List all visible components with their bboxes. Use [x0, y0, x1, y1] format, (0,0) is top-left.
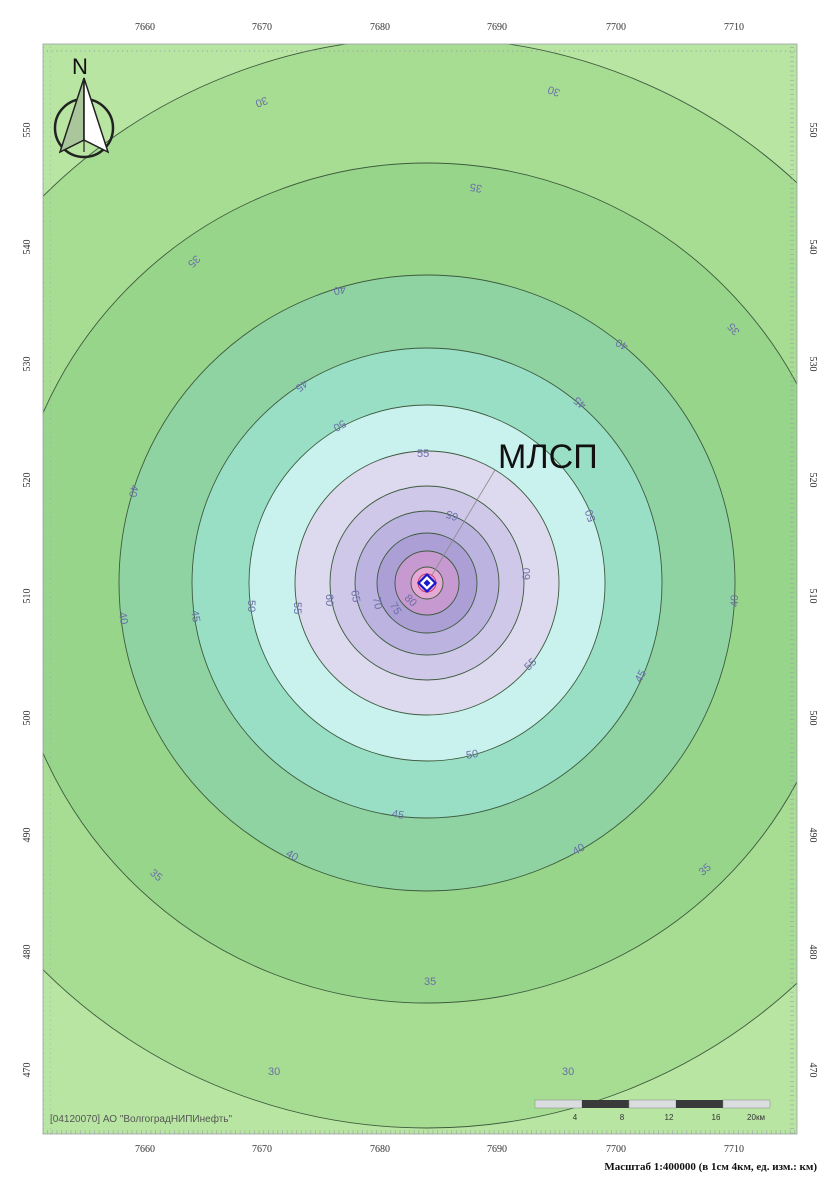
y-tick-right: 510: [807, 589, 818, 604]
y-tick-left: 510: [22, 589, 33, 604]
y-tick-left: 470: [22, 1063, 33, 1078]
y-tick-right: 520: [807, 473, 818, 488]
y-tick-right: 540: [807, 240, 818, 255]
source-label: МЛСП: [498, 438, 598, 476]
contour-70: [376, 532, 478, 634]
contour-label-50: 50: [331, 417, 348, 434]
contour-label-55: 55: [417, 448, 429, 460]
contour-fills: [43, 44, 797, 1128]
contour-label-30: 30: [268, 1066, 280, 1078]
contour-75: [394, 550, 460, 616]
x-tick-top: 7700: [606, 22, 626, 33]
contour-label-35: 35: [424, 976, 436, 988]
north-arrow-icon: N: [53, 54, 115, 159]
contour-label-30: 30: [254, 94, 270, 109]
north-label: N: [72, 54, 88, 79]
map-frame: [42, 43, 798, 1135]
contour-label-40: 40: [126, 484, 140, 498]
x-tick-bottom: 7690: [487, 1144, 507, 1155]
x-tick-top: 7710: [724, 22, 744, 33]
contour-55: [294, 450, 560, 716]
contour-label-70: 70: [370, 596, 384, 610]
scale-tick-label: 20км: [747, 1113, 765, 1122]
contour-label-65: 65: [348, 589, 362, 603]
contour-label-45: 45: [391, 808, 405, 822]
contour-label-50: 50: [465, 748, 479, 762]
scale-tick-label: 16: [712, 1113, 721, 1122]
y-tick-left: 490: [22, 828, 33, 843]
contour-label-45: 45: [188, 609, 202, 623]
contour-45: [191, 347, 663, 819]
x-tick-top: 7660: [135, 22, 155, 33]
y-tick-left: 500: [22, 711, 33, 726]
contour-label-40: 40: [614, 336, 631, 353]
x-tick-bottom: 7700: [606, 1144, 626, 1155]
x-axis-top: 7660 7670 7680 7690 7700 7710: [135, 22, 744, 33]
contour-80: [410, 566, 444, 600]
y-tick-right: 530: [807, 357, 818, 372]
contour-label-40: 40: [284, 848, 301, 865]
contour-label-30: 30: [562, 1066, 574, 1078]
source-leader-line: [431, 469, 496, 576]
y-tick-right: 470: [807, 1063, 818, 1078]
x-tick-bottom: 7680: [370, 1144, 390, 1155]
y-axis-right: 550 540 530 520 510 500 490 480 470: [807, 123, 818, 1078]
y-tick-right: 480: [807, 945, 818, 960]
y-tick-left: 540: [22, 240, 33, 255]
x-tick-bottom: 7670: [252, 1144, 272, 1155]
contour-label-60: 60: [323, 594, 335, 606]
scale-bar: 4 8 12 16 20км: [534, 1099, 771, 1122]
x-tick-top: 7670: [252, 22, 272, 33]
map-area: 30 30 30 30 35 35 35 35 35 35 40 40 40 4…: [43, 44, 797, 1134]
scale-tick-label: 8: [620, 1113, 625, 1122]
contour-35: [43, 162, 797, 1004]
contour-label-40: 40: [729, 595, 741, 607]
x-tick-bottom: 7660: [135, 1144, 155, 1155]
contour-label-50: 50: [583, 508, 598, 524]
y-tick-right: 500: [807, 711, 818, 726]
contour-label-35: 35: [469, 180, 483, 194]
contour-label-45: 45: [633, 668, 650, 685]
contour-50: [248, 404, 606, 762]
contour-label-40: 40: [571, 842, 588, 859]
x-axis-bottom: 7660 7670 7680 7690 7700 7710: [135, 1144, 744, 1155]
y-axis-left: 550 540 530 520 510 500 490 480 470: [22, 123, 33, 1078]
contour-label-55: 55: [291, 602, 303, 614]
x-tick-top: 7690: [487, 22, 507, 33]
y-tick-left: 530: [22, 357, 33, 372]
contour-label-65: 65: [444, 507, 460, 522]
contour-label-75: 75: [387, 600, 404, 617]
scale-tick-label: 12: [665, 1113, 674, 1122]
contour-label-30: 30: [546, 83, 562, 98]
y-tick-left: 550: [22, 123, 33, 138]
scale-caption: Масштаб 1:400000 (в 1см 4км, ед. изм.: к…: [604, 1161, 817, 1173]
contour-40: [118, 274, 736, 892]
contour-label-60: 60: [521, 568, 533, 580]
contour-60: [329, 485, 525, 681]
contour-label-40: 40: [116, 611, 130, 625]
contour-label-40: 40: [333, 283, 347, 297]
y-tick-left: 520: [22, 473, 33, 488]
contour-65: [354, 510, 500, 656]
scale-tick-label: 4: [573, 1113, 578, 1122]
y-tick-right: 490: [807, 828, 818, 843]
credit-label: [04120070] АО "ВолгоградНИПИнефть": [50, 1113, 232, 1125]
x-tick-top: 7680: [370, 22, 390, 33]
contour-label-50: 50: [245, 600, 257, 612]
source-marker: [416, 572, 438, 594]
y-tick-left: 480: [22, 945, 33, 960]
y-tick-right: 550: [807, 123, 818, 138]
x-tick-bottom: 7710: [724, 1144, 744, 1155]
